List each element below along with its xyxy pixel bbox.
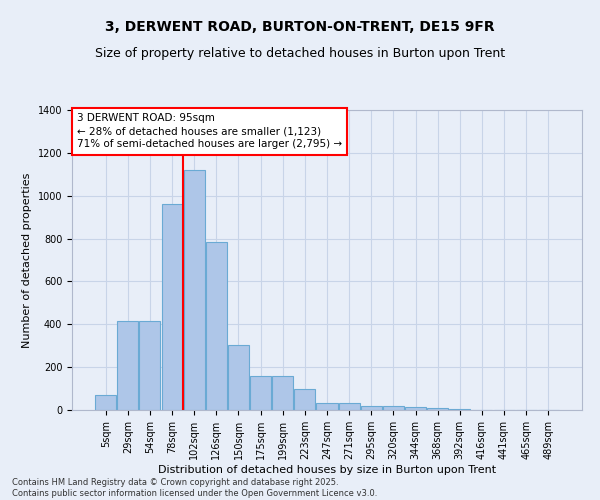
Y-axis label: Number of detached properties: Number of detached properties [22,172,32,348]
Text: Size of property relative to detached houses in Burton upon Trent: Size of property relative to detached ho… [95,48,505,60]
Bar [383,406,404,410]
Bar [184,170,205,410]
Bar [139,321,160,410]
Bar [405,407,426,410]
Bar [228,344,249,410]
Bar [316,402,338,410]
Bar [295,388,316,410]
Bar [161,204,182,410]
Bar [449,409,470,410]
Bar [95,395,116,410]
Bar [250,376,271,410]
Bar [338,402,359,410]
Text: Contains HM Land Registry data © Crown copyright and database right 2025.
Contai: Contains HM Land Registry data © Crown c… [12,478,377,498]
Bar [118,321,139,410]
X-axis label: Distribution of detached houses by size in Burton upon Trent: Distribution of detached houses by size … [158,464,496,474]
Text: 3 DERWENT ROAD: 95sqm
← 28% of detached houses are smaller (1,123)
71% of semi-d: 3 DERWENT ROAD: 95sqm ← 28% of detached … [77,113,342,150]
Bar [206,242,227,410]
Bar [361,406,382,410]
Bar [272,376,293,410]
Bar [427,408,448,410]
Text: 3, DERWENT ROAD, BURTON-ON-TRENT, DE15 9FR: 3, DERWENT ROAD, BURTON-ON-TRENT, DE15 9… [105,20,495,34]
